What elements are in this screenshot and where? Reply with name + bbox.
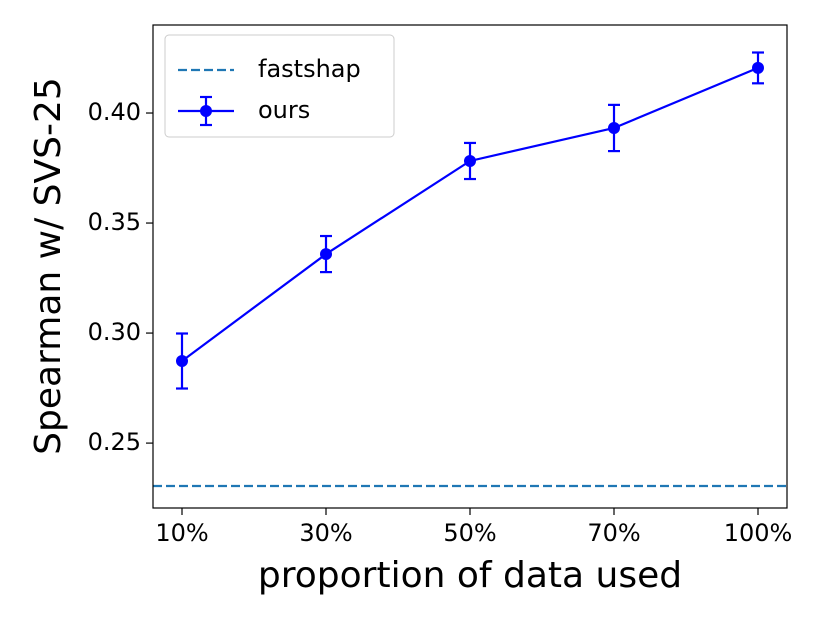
legend-marker — [200, 105, 212, 117]
x-tick-label: 70% — [587, 519, 640, 547]
point — [752, 61, 764, 74]
y-tick-label: 0.25 — [88, 428, 141, 456]
point — [464, 154, 476, 167]
legend-label: fastshap — [258, 55, 361, 83]
plot-frame — [152, 24, 788, 509]
point — [320, 248, 332, 261]
x-axis-label: proportion of data used — [258, 555, 682, 596]
point — [176, 355, 188, 368]
x-tick-label: 100% — [724, 519, 793, 547]
point — [608, 121, 620, 134]
legend-label: ours — [258, 96, 310, 124]
x-tick-label: 10% — [155, 519, 208, 547]
y-axis-label: Spearman w/ SVS-25 — [28, 77, 69, 455]
y-tick-label: 0.35 — [88, 208, 141, 236]
x-tick-label: 30% — [299, 519, 352, 547]
x-tick-label: 50% — [443, 519, 496, 547]
y-tick-label: 0.40 — [88, 98, 141, 126]
y-tick-label: 0.30 — [88, 318, 141, 346]
